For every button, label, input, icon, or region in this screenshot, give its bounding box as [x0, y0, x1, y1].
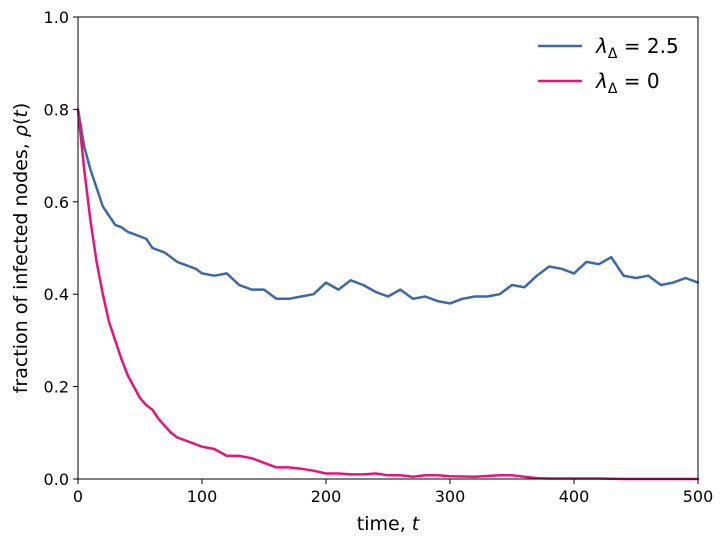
y-tick-label: 1.0	[44, 8, 69, 27]
legend-label-0: λΔ = 2.5	[595, 34, 679, 62]
series-line-1	[76, 108, 700, 481]
legend-label-1: λΔ = 0	[595, 69, 660, 97]
series-line-0	[76, 108, 700, 305]
series-layer	[76, 108, 700, 481]
y-tick-label: 0.4	[44, 285, 69, 304]
y-tick-label: 0.0	[44, 470, 69, 489]
x-axis-label: time, t	[357, 513, 421, 535]
plot-area	[78, 17, 698, 479]
y-axis-label: fraction of infected nodes, ρ(t)	[10, 103, 32, 394]
x-tick-label: 100	[187, 487, 218, 506]
x-tick-label: 400	[559, 487, 590, 506]
x-axis: 0 100 200 300 400 500	[73, 479, 713, 506]
y-tick-label: 0.2	[44, 378, 69, 397]
x-tick-label: 200	[311, 487, 342, 506]
y-axis: 0.0 0.2 0.4 0.6 0.8 1.0	[44, 8, 78, 489]
plot-frame	[77, 16, 699, 480]
y-tick-label: 0.8	[44, 100, 69, 119]
x-tick-label: 500	[683, 487, 714, 506]
x-tick-label: 300	[435, 487, 466, 506]
legend: λΔ = 2.5 λΔ = 0	[538, 34, 679, 97]
x-tick-label: 0	[73, 487, 83, 506]
y-tick-label: 0.6	[44, 193, 69, 212]
